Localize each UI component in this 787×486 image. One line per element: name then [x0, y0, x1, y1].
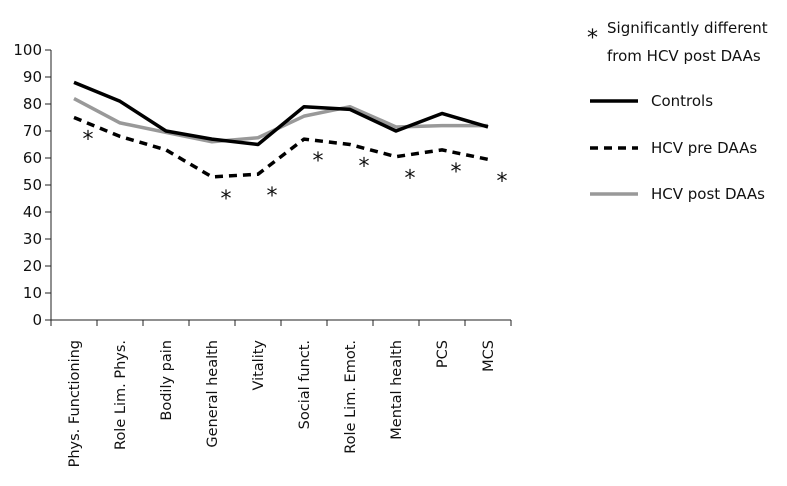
y-tick-label: 0 [32, 311, 42, 329]
significance-star: * [83, 128, 94, 153]
y-tick-label: 20 [23, 257, 42, 275]
y-tick-label: 30 [23, 230, 42, 248]
x-tick-label: General health [205, 340, 221, 448]
significance-star: * [221, 187, 232, 212]
y-axis-ticks: 0 10 20 30 40 50 60 70 80 90 100 [13, 41, 51, 329]
x-axis-ticks: Phys. Functioning Role Lim. Phys. Bodily p… [50, 320, 512, 467]
y-tick-label: 90 [23, 68, 42, 86]
legend-significance-line-1: Significantly different [607, 19, 768, 37]
x-tick-label: Vitality [251, 340, 267, 391]
chart-axes [50, 50, 511, 321]
x-tick-label: Mental health [389, 340, 405, 440]
series-line-hcv-pre-daas [73, 115, 489, 179]
x-tick-label: Bodily pain [159, 340, 175, 421]
y-tick-label: 50 [23, 176, 42, 194]
legend-label-controls: Controls [651, 92, 713, 110]
x-tick-label: PCS [435, 340, 451, 368]
significance-star: * [359, 155, 370, 180]
x-tick-label: Role Lim. Emot. [343, 340, 359, 454]
x-tick-label: Phys. Functioning [67, 340, 83, 467]
y-tick-label: 70 [23, 122, 42, 140]
significance-star: * [267, 184, 278, 209]
x-tick-label: MCS [481, 340, 497, 372]
series-line-controls [73, 80, 489, 147]
y-tick-label: 40 [23, 203, 42, 221]
legend: * Significantly different from HCV post … [587, 19, 768, 203]
x-tick-label: Social funct. [297, 340, 313, 429]
significance-star: * [497, 169, 508, 194]
significance-star: * [313, 149, 324, 174]
significance-star: * [451, 160, 462, 185]
legend-label-hcv-post: HCV post DAAs [651, 185, 765, 203]
legend-significance-line-2: from HCV post DAAs [607, 47, 761, 65]
y-tick-label: 60 [23, 149, 42, 167]
legend-significance-star: * [587, 26, 598, 51]
series-lines [73, 80, 489, 179]
significance-markers: * * * * * * * * [83, 128, 508, 212]
y-tick-label: 10 [23, 284, 42, 302]
significance-star: * [405, 167, 416, 192]
y-tick-label: 80 [23, 95, 42, 113]
legend-label-hcv-pre: HCV pre DAAs [651, 139, 757, 157]
y-tick-label: 100 [13, 41, 42, 59]
x-tick-label: Role Lim. Phys. [113, 340, 129, 450]
